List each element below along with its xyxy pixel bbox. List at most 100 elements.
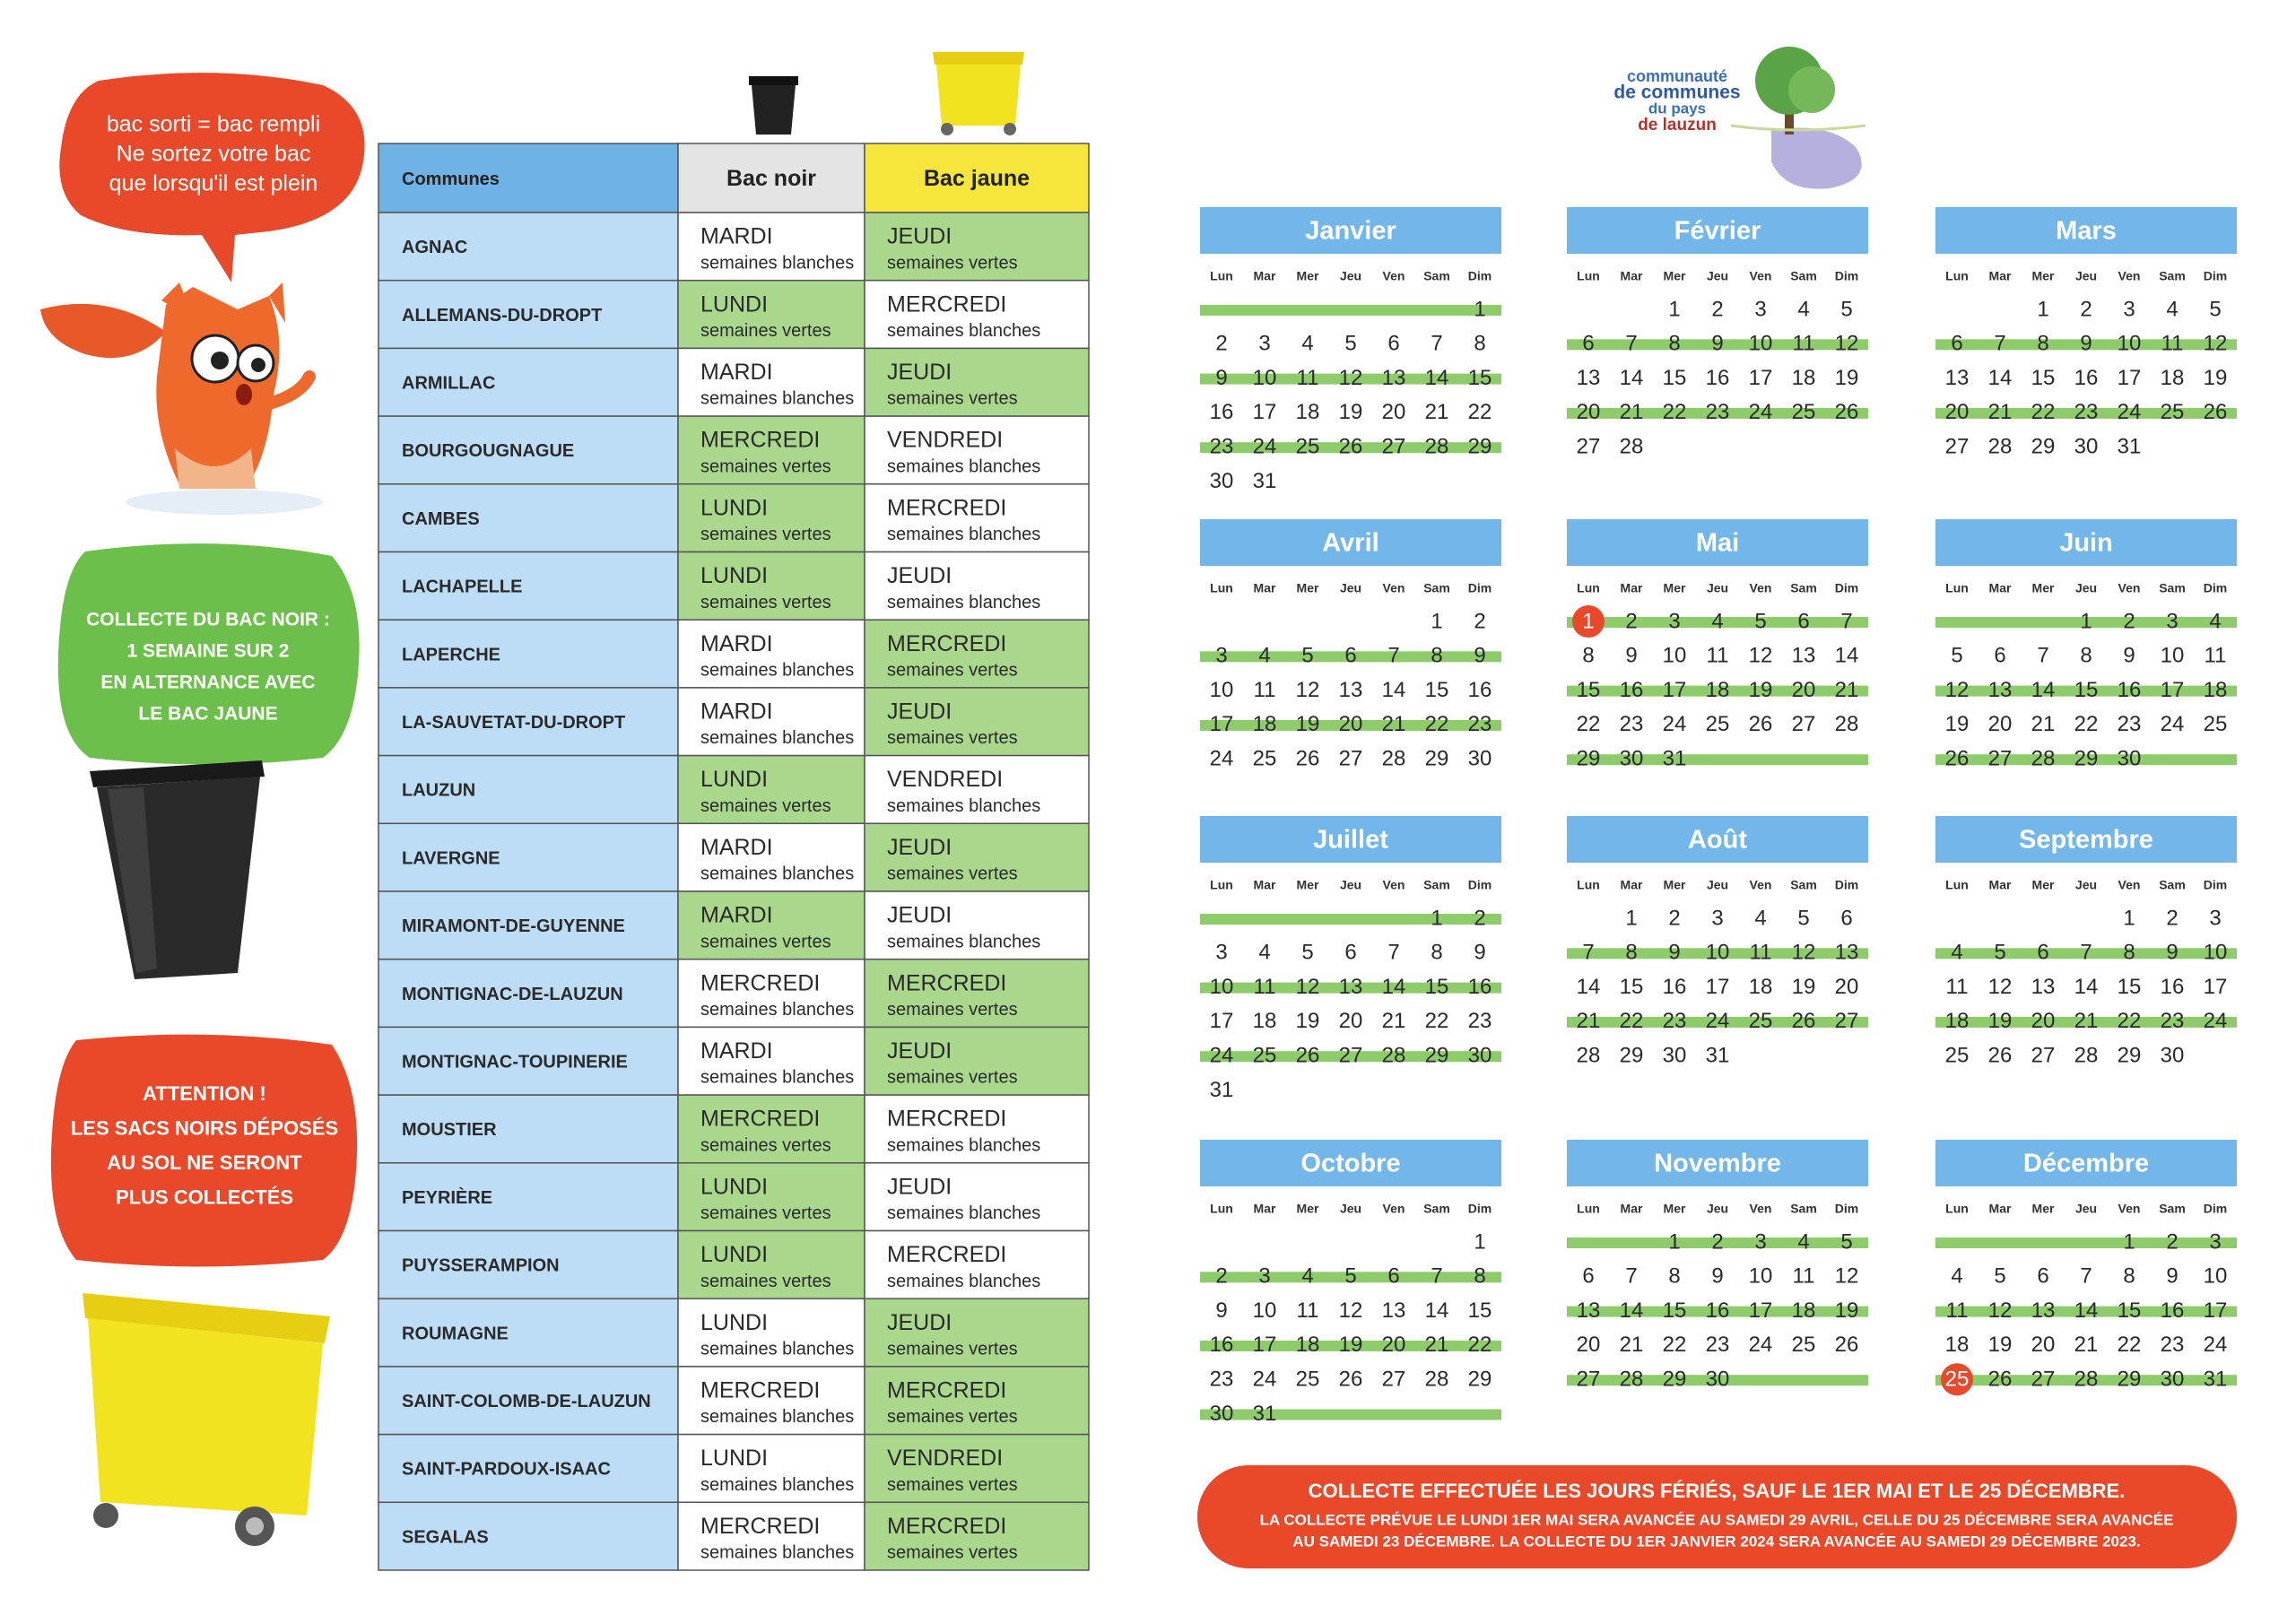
day-number: 18 [1792, 366, 1816, 390]
day-number: 5 [1797, 906, 1809, 930]
schedule-cell [864, 1501, 1090, 1571]
day-number: 15 [1577, 678, 1601, 702]
green-week-bar [1935, 1016, 2237, 1028]
table-header: Communes [402, 169, 500, 189]
collection-day: MERCREDI [887, 1107, 1006, 1132]
day-number: 27 [1792, 712, 1816, 736]
day-number: 16 [2161, 975, 2185, 999]
commune-cell [378, 1162, 679, 1232]
day-number: 28 [1988, 435, 2013, 459]
day-number: 19 [1749, 678, 1773, 702]
day-number: 10 [2204, 1264, 2228, 1289]
weekday-label: Lun [1577, 581, 1600, 595]
day-number: 26 [1296, 1044, 1320, 1068]
month-title-band [1935, 816, 2237, 863]
weekday-label: Ven [2118, 878, 2141, 892]
day-number: 15 [2031, 366, 2056, 390]
day-number: 17 [1749, 1298, 1773, 1323]
commune-name: AGNAC [402, 238, 467, 257]
month-name: Mars [2056, 217, 2117, 246]
day-number: 27 [1835, 1009, 1859, 1033]
day-number: 16 [1210, 1333, 1234, 1357]
day-number: 3 [1711, 906, 1723, 930]
commune-name: SEGALAS [402, 1527, 489, 1547]
green-week-bar [1567, 1306, 1868, 1317]
green-week-bar [1935, 685, 2237, 697]
day-number: 10 [2204, 941, 2228, 965]
weekday-label: Mer [1664, 1202, 1686, 1216]
commune-name: LACHAPELLE [402, 578, 522, 597]
schedule-cell [677, 415, 865, 485]
day-number: 7 [2037, 644, 2048, 668]
day-number: 5 [1840, 297, 1852, 321]
day-number: 22 [2118, 1333, 2142, 1357]
day-number: 24 [1253, 435, 1277, 459]
day-number: 27 [1577, 1368, 1601, 1392]
schedule-cell [864, 347, 1090, 417]
day-number: 14 [1620, 366, 1644, 390]
day-number: 21 [1382, 1009, 1406, 1033]
weekday-label: Mar [1621, 878, 1643, 892]
day-number: 14 [1382, 975, 1406, 999]
day-number: 22 [1425, 712, 1449, 736]
day-number: 12 [1945, 678, 1970, 702]
collection-day: MERCREDI [887, 291, 1006, 317]
day-number: 12 [1988, 1298, 2013, 1323]
collection-weeks: semaines vertes [887, 864, 1018, 884]
weekday-label: Sam [1423, 269, 1450, 283]
day-number: 2 [2166, 1229, 2178, 1254]
day-number: 27 [1339, 1044, 1363, 1068]
footer-banner [1197, 1465, 2237, 1568]
collection-day: LUNDI [700, 1242, 768, 1267]
day-number: 30 [1620, 747, 1644, 771]
day-number: 13 [1382, 1298, 1406, 1323]
day-number: 30 [1210, 1402, 1234, 1426]
weekday-label: Mer [2032, 1202, 2055, 1216]
weekday-label: Jeu [1340, 878, 1361, 892]
warning-text: PLUS COLLECTÉS [116, 1185, 293, 1208]
day-number: 1 [1474, 1229, 1485, 1254]
day-number: 20 [1382, 400, 1406, 424]
day-number: 11 [1254, 678, 1276, 702]
collection-weeks: semaines blanches [887, 456, 1040, 476]
day-number: 10 [1749, 1264, 1773, 1289]
collection-weeks: semaines vertes [887, 728, 1018, 748]
month-title-band [1567, 519, 1868, 566]
day-number: 19 [1296, 1009, 1320, 1033]
collection-weeks: semaines blanches [700, 660, 854, 680]
collection-weeks: semaines blanches [700, 1068, 854, 1088]
weekday-label: Jeu [1340, 581, 1361, 595]
weekday-label: Sam [2159, 1202, 2186, 1216]
commune-name: SAINT-COLOMB-DE-LAUZUN [402, 1392, 651, 1411]
collection-day: MARDI [700, 903, 773, 928]
day-number: 11 [2161, 332, 2184, 356]
month-name: Avril [1322, 529, 1378, 558]
day-number: 25 [1253, 747, 1277, 771]
day-number: 17 [1210, 712, 1234, 736]
collection-weeks: semaines blanches [887, 1203, 1040, 1223]
weekday-label: Jeu [2075, 581, 2097, 595]
day-number: 7 [1994, 332, 2005, 356]
bubble-text: bac sorti = bac rempli [107, 112, 320, 137]
weekday-label: Lun [1945, 269, 1969, 283]
day-number: 3 [2123, 297, 2135, 321]
day-number: 6 [1387, 1264, 1399, 1289]
collection-day: LUNDI [700, 495, 768, 520]
month-name: Décembre [2023, 1150, 2149, 1178]
collection-day: JEUDI [887, 903, 952, 928]
month-name: Août [1688, 826, 1747, 855]
day-number: 24 [1210, 1044, 1234, 1068]
weekday-label: Mer [1664, 269, 1686, 283]
collection-weeks: semaines vertes [887, 1475, 1018, 1495]
green-week-bar [1200, 373, 1501, 385]
day-number: 6 [1951, 332, 1962, 356]
commune-name: PEYRIÈRE [402, 1187, 492, 1208]
day-number: 22 [1620, 1009, 1644, 1033]
schedule-cell [864, 1366, 1090, 1436]
collection-weeks: semaines blanches [700, 253, 854, 273]
day-number: 6 [1840, 906, 1852, 930]
commune-cell [378, 1501, 679, 1571]
black-bin [90, 760, 265, 979]
collection-weeks: semaines blanches [887, 525, 1040, 544]
speech-bubble [59, 73, 365, 282]
